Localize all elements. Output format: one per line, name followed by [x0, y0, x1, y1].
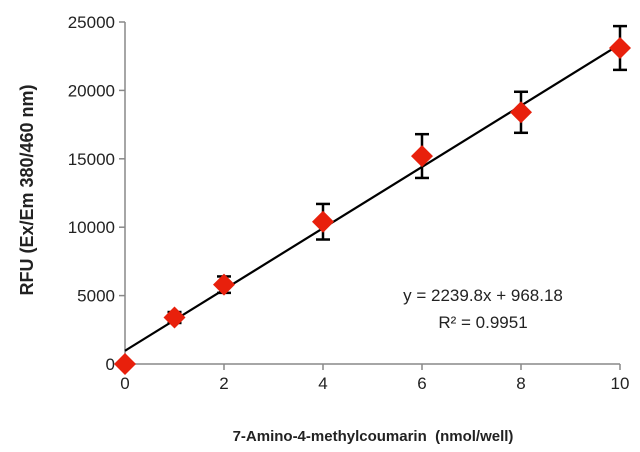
- trendline-line: [124, 43, 621, 352]
- y-tick-label: 15000: [68, 150, 115, 169]
- error-bars: [167, 24, 627, 325]
- y-axis: 0 5000 10000 15000 20000 25000: [68, 13, 126, 374]
- r-squared-label: R² = 0.9951: [438, 313, 527, 332]
- data-point: [312, 210, 334, 233]
- data-point: [114, 353, 136, 375]
- trendline: [124, 43, 621, 352]
- x-tick-label: 4: [318, 374, 327, 393]
- y-tick-label: 5000: [77, 287, 115, 306]
- data-point: [213, 273, 235, 296]
- x-axis: 0 2 4 6 8 10: [120, 363, 630, 393]
- data-point: [609, 36, 631, 59]
- y-tick-label: 10000: [68, 218, 115, 237]
- data-point: [510, 101, 532, 124]
- data-point: [411, 145, 433, 168]
- data-points: [114, 36, 631, 375]
- x-tick-label: 6: [417, 374, 426, 393]
- x-tick-label: 0: [120, 374, 129, 393]
- trendline-equation: y = 2239.8x + 968.18: [403, 286, 563, 305]
- x-axis-title: 7-Amino-4-methylcoumarin (nmol/well): [233, 428, 514, 445]
- y-tick-label: 0: [106, 355, 115, 374]
- y-axis-title: RFU (Ex/Em 380/460 nm): [17, 84, 37, 295]
- x-tick-label: 10: [611, 374, 630, 393]
- y-tick-label: 20000: [68, 81, 115, 100]
- data-point: [163, 306, 186, 329]
- y-tick-label: 25000: [68, 13, 115, 32]
- x-tick-label: 8: [516, 374, 525, 393]
- x-tick-label: 2: [219, 374, 228, 393]
